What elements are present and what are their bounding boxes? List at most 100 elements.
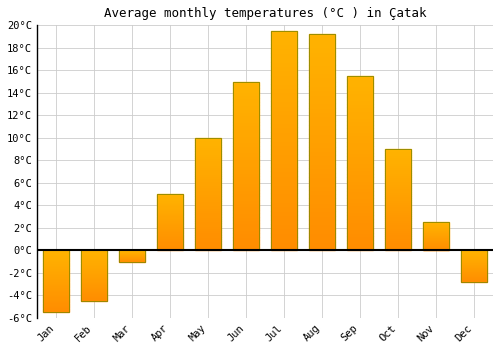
Bar — [42, 257, 69, 258]
Bar — [270, 31, 297, 35]
Bar — [346, 97, 374, 100]
Bar — [42, 274, 69, 275]
Bar — [232, 162, 259, 166]
Bar — [156, 238, 183, 239]
Bar — [194, 237, 221, 239]
Bar — [232, 176, 259, 180]
Bar — [384, 167, 411, 169]
Bar — [308, 216, 336, 220]
Bar — [42, 282, 69, 284]
Bar — [42, 303, 69, 305]
Bar — [308, 34, 336, 38]
Bar — [156, 223, 183, 224]
Bar — [270, 92, 297, 97]
Bar — [42, 311, 69, 312]
Bar — [232, 237, 259, 240]
Bar — [232, 166, 259, 169]
Bar — [270, 136, 297, 141]
Bar — [384, 183, 411, 186]
Bar — [384, 222, 411, 224]
Bar — [42, 258, 69, 259]
Bar — [422, 246, 450, 247]
Bar — [346, 163, 374, 167]
Bar — [346, 83, 374, 86]
Bar — [460, 276, 487, 277]
Bar — [270, 215, 297, 219]
Bar — [308, 164, 336, 168]
Bar — [422, 247, 450, 248]
Bar — [308, 64, 336, 69]
Bar — [346, 79, 374, 83]
Bar — [422, 245, 450, 246]
Bar — [270, 35, 297, 40]
Bar — [42, 285, 69, 286]
Bar — [194, 232, 221, 234]
Bar — [308, 229, 336, 233]
Bar — [270, 246, 297, 250]
Bar — [80, 254, 107, 256]
Bar — [460, 263, 487, 264]
Bar — [42, 270, 69, 271]
Bar — [194, 198, 221, 201]
Bar — [270, 105, 297, 110]
Bar — [232, 153, 259, 156]
Bar — [346, 139, 374, 142]
Bar — [384, 212, 411, 214]
Bar — [308, 142, 336, 147]
Bar — [384, 214, 411, 216]
Bar — [384, 196, 411, 198]
Bar — [308, 177, 336, 181]
Bar — [346, 146, 374, 149]
Bar — [346, 167, 374, 170]
Bar — [308, 121, 336, 125]
Bar — [308, 51, 336, 56]
Bar — [42, 296, 69, 297]
Bar — [194, 221, 221, 223]
Bar — [80, 280, 107, 281]
Bar — [270, 101, 297, 105]
Bar — [346, 153, 374, 156]
Bar — [156, 217, 183, 218]
Bar — [460, 267, 487, 268]
Bar — [232, 149, 259, 153]
Bar — [194, 160, 221, 162]
Bar — [194, 187, 221, 190]
Bar — [42, 286, 69, 287]
Bar — [308, 77, 336, 82]
Bar — [42, 269, 69, 270]
Bar — [308, 117, 336, 121]
Bar — [308, 43, 336, 47]
Bar — [460, 271, 487, 272]
Bar — [194, 181, 221, 183]
Bar — [384, 218, 411, 220]
Bar — [232, 108, 259, 112]
Bar — [156, 233, 183, 235]
Bar — [384, 172, 411, 173]
Bar — [346, 156, 374, 160]
Bar — [460, 277, 487, 278]
Bar — [346, 86, 374, 90]
Bar — [346, 76, 374, 79]
Bar — [460, 250, 487, 282]
Bar — [346, 247, 374, 250]
Bar — [156, 211, 183, 212]
Bar — [346, 132, 374, 135]
Bar — [156, 216, 183, 217]
Bar — [384, 173, 411, 175]
Bar — [384, 159, 411, 161]
Bar — [156, 227, 183, 228]
Bar — [156, 246, 183, 247]
Bar — [460, 258, 487, 259]
Bar — [194, 203, 221, 205]
Bar — [232, 132, 259, 135]
Bar — [308, 108, 336, 112]
Bar — [80, 282, 107, 283]
Bar — [270, 119, 297, 123]
Bar — [270, 88, 297, 92]
Bar — [384, 208, 411, 210]
Bar — [156, 195, 183, 196]
Bar — [422, 232, 450, 233]
Bar — [156, 194, 183, 195]
Bar — [422, 225, 450, 226]
Bar — [194, 244, 221, 246]
